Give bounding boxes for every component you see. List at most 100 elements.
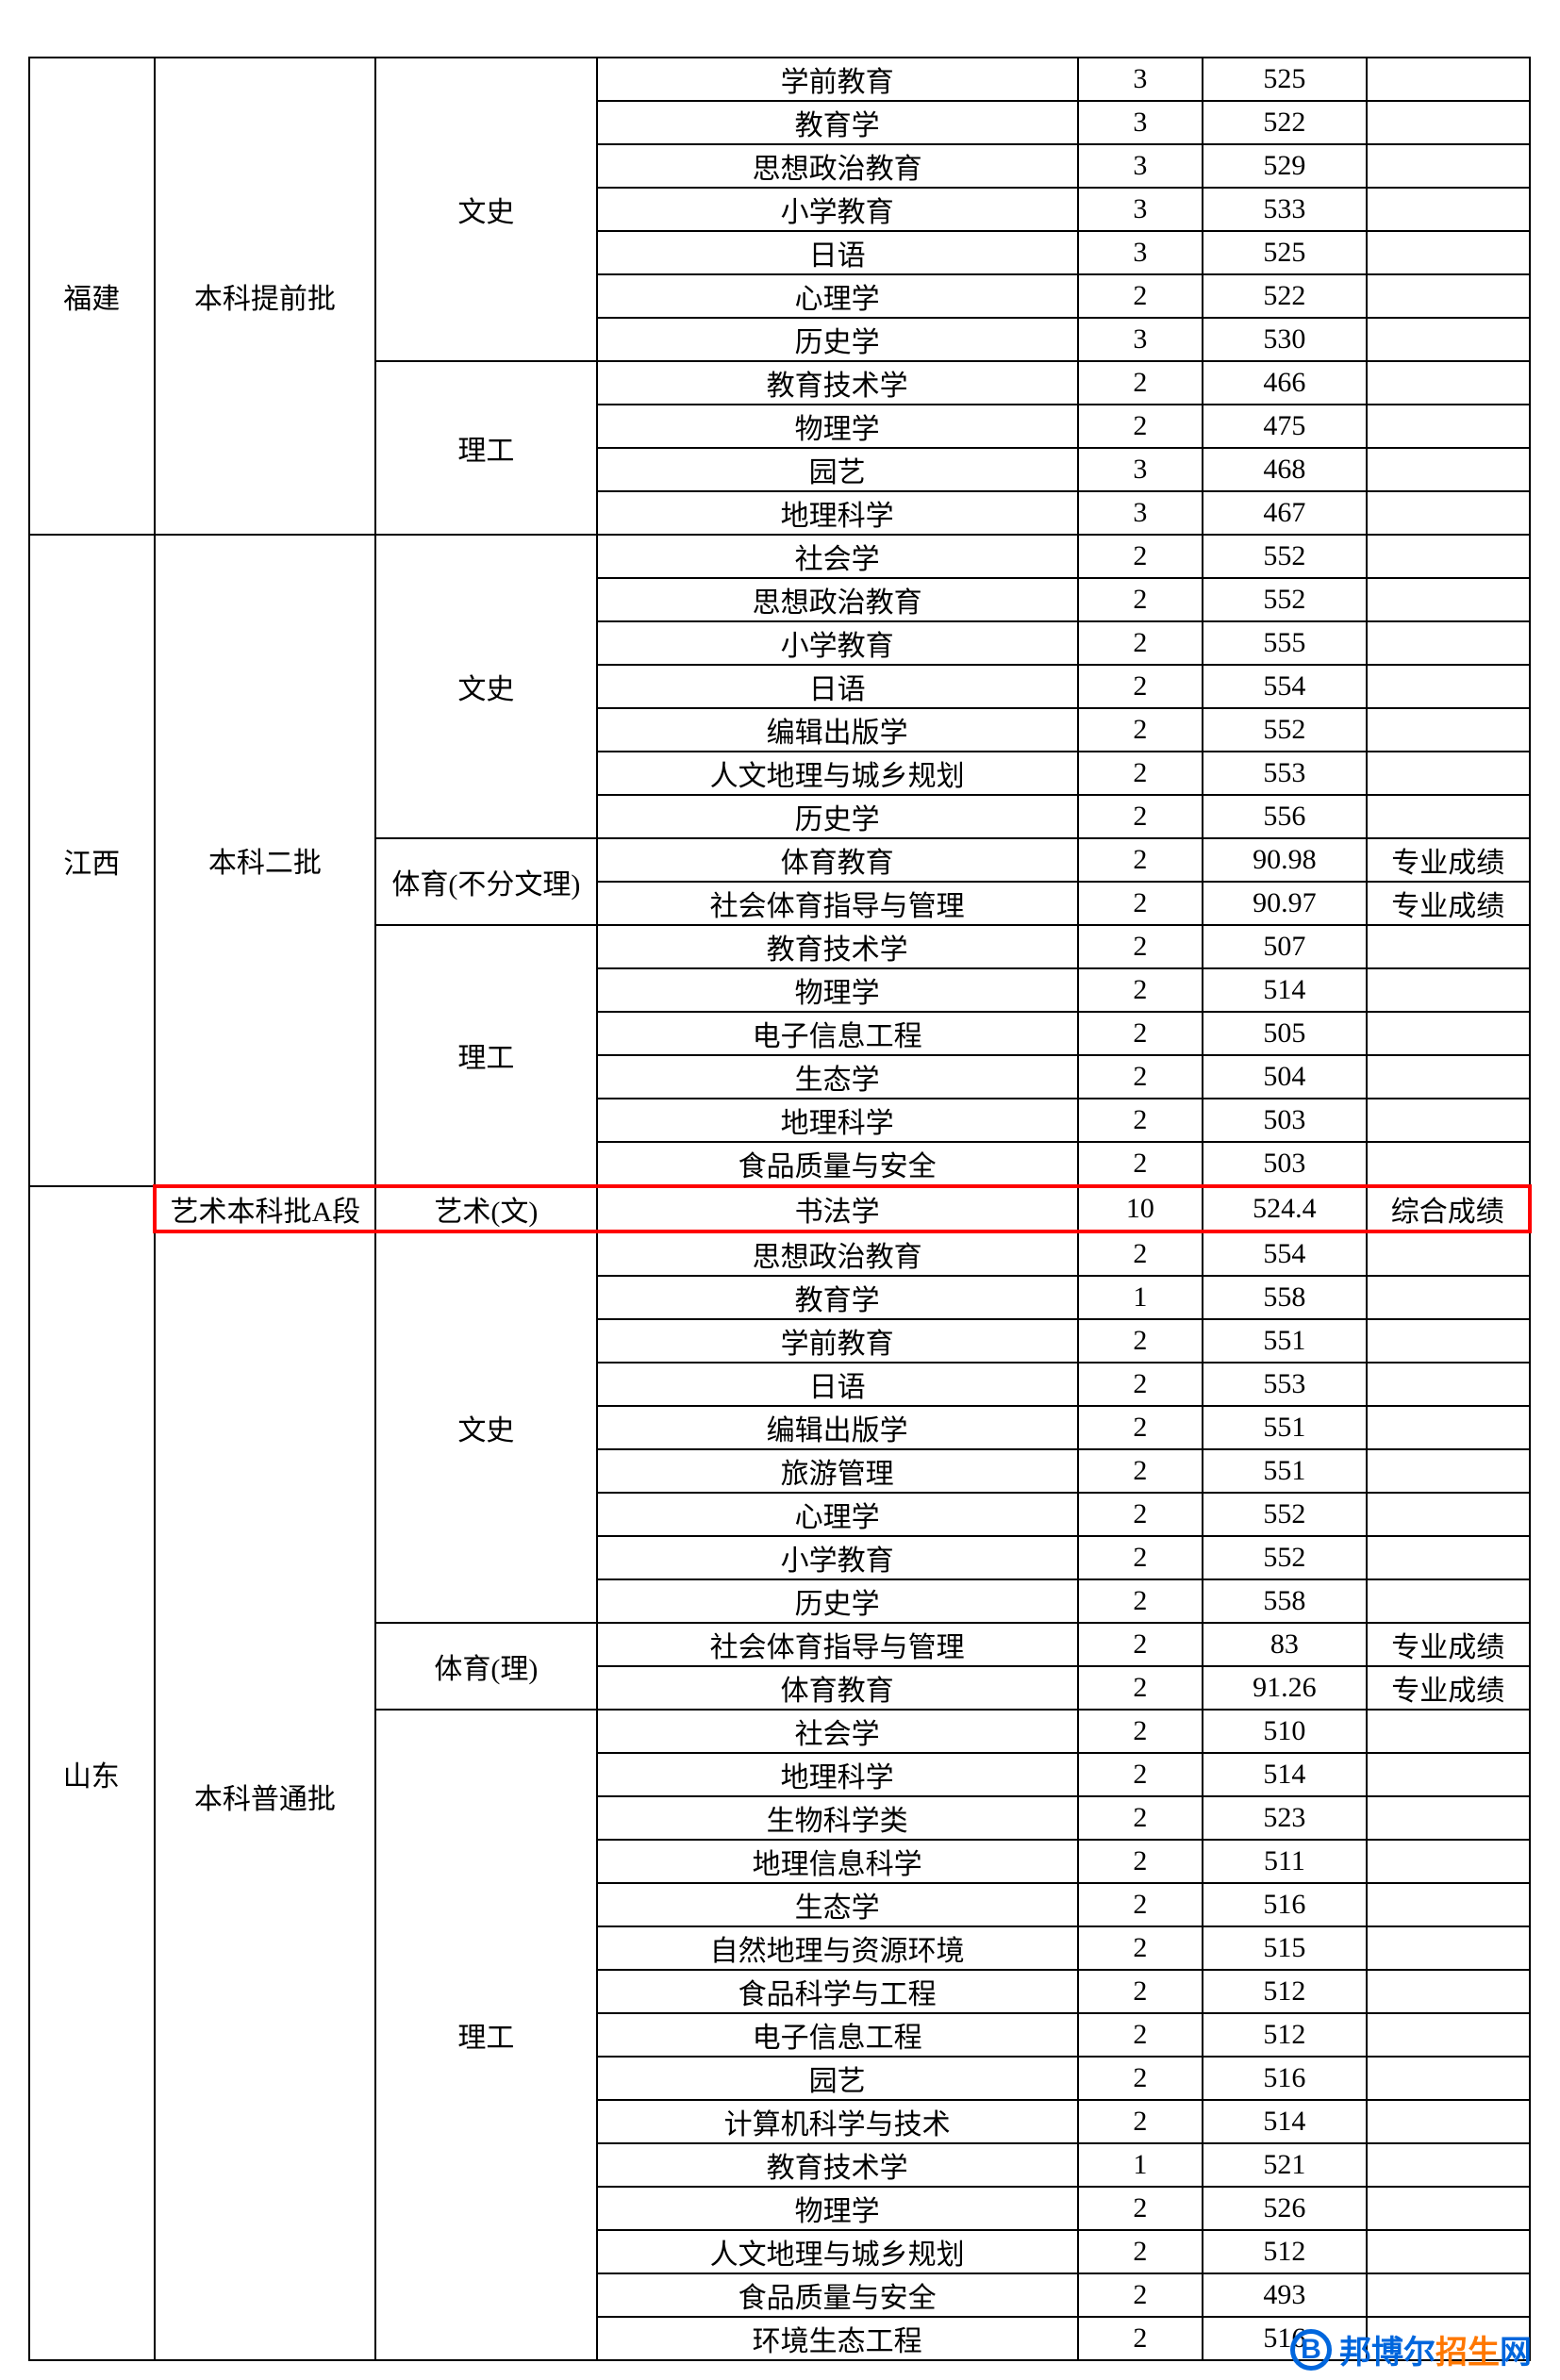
table-cell: [1367, 2230, 1530, 2273]
table-cell: [1367, 188, 1530, 231]
table-cell: [1367, 1970, 1530, 2013]
table-cell: 社会体育指导与管理: [597, 882, 1078, 925]
watermark-accent: 招生: [1436, 2335, 1500, 2371]
table-cell: 466: [1203, 361, 1366, 405]
table-cell: 心理学: [597, 274, 1078, 318]
table-cell: 512: [1203, 1970, 1366, 2013]
table-cell: 园艺: [597, 2057, 1078, 2100]
table-cell: 468: [1203, 448, 1366, 491]
table-cell: 心理学: [597, 1493, 1078, 1536]
table-cell: 558: [1203, 1276, 1366, 1319]
table-cell: 人文地理与城乡规划: [597, 2230, 1078, 2273]
table-row: 本科普通批文史思想政治教育2554: [29, 1231, 1530, 1276]
table-cell: [1367, 491, 1530, 535]
table-cell: 510: [1203, 1710, 1366, 1753]
table-cell: 教育技术学: [597, 2143, 1078, 2187]
table-cell: 554: [1203, 1231, 1366, 1276]
table-cell: 552: [1203, 1493, 1366, 1536]
table-cell: [1367, 2100, 1530, 2143]
table-cell: [1367, 1493, 1530, 1536]
table-cell: 516: [1203, 2057, 1366, 2100]
table-cell: 2: [1078, 2013, 1203, 2057]
table-cell: [1367, 1406, 1530, 1449]
table-cell: 552: [1203, 708, 1366, 752]
table-cell: 3: [1078, 144, 1203, 188]
table-cell: [1367, 578, 1530, 621]
table-cell: 本科普通批: [155, 1231, 376, 2360]
table-cell: [1367, 1099, 1530, 1142]
table-cell: 556: [1203, 795, 1366, 838]
table-cell: 3: [1078, 58, 1203, 101]
table-cell: 2: [1078, 2057, 1203, 2100]
table-cell: 1: [1078, 1276, 1203, 1319]
table-cell: 3: [1078, 188, 1203, 231]
table-cell: 551: [1203, 1449, 1366, 1493]
table-cell: 文史: [375, 58, 597, 361]
table-cell: 551: [1203, 1319, 1366, 1363]
table-cell: [1367, 2143, 1530, 2187]
table-cell: 编辑出版学: [597, 1406, 1078, 1449]
table-cell: 专业成绩: [1367, 1666, 1530, 1710]
table-cell: [1367, 1449, 1530, 1493]
table-cell: 地理科学: [597, 1099, 1078, 1142]
table-cell: 2: [1078, 1623, 1203, 1666]
table-cell: 2: [1078, 925, 1203, 968]
table-cell: 小学教育: [597, 1536, 1078, 1579]
table-cell: 525: [1203, 231, 1366, 274]
table-cell: [1367, 405, 1530, 448]
table-cell: 2: [1078, 1796, 1203, 1840]
table-cell: 地理科学: [597, 1753, 1078, 1796]
table-cell: 2: [1078, 882, 1203, 925]
table-cell: 514: [1203, 968, 1366, 1012]
table-cell: [1367, 535, 1530, 578]
table-cell: [1367, 361, 1530, 405]
table-cell: 历史学: [597, 318, 1078, 361]
table-cell: 2: [1078, 621, 1203, 665]
table-cell: 514: [1203, 1753, 1366, 1796]
table-cell: 2: [1078, 2230, 1203, 2273]
table-cell: 历史学: [597, 795, 1078, 838]
table-cell: 503: [1203, 1142, 1366, 1186]
table-cell: 食品科学与工程: [597, 1970, 1078, 2013]
table-cell: [1367, 1536, 1530, 1579]
table-cell: 2: [1078, 1666, 1203, 1710]
table-cell: 2: [1078, 2317, 1203, 2360]
table-cell: 生物科学类: [597, 1796, 1078, 1840]
table-cell: 83: [1203, 1623, 1366, 1666]
table-cell: 2: [1078, 1099, 1203, 1142]
table-cell: [1367, 274, 1530, 318]
table-cell: [1367, 318, 1530, 361]
table-cell: 专业成绩: [1367, 882, 1530, 925]
table-cell: [1367, 1363, 1530, 1406]
table-cell: 2: [1078, 2273, 1203, 2317]
table-cell: 90.98: [1203, 838, 1366, 882]
table-cell: [1367, 2273, 1530, 2317]
table-cell: 3: [1078, 318, 1203, 361]
table-cell: [1367, 58, 1530, 101]
table-cell: 2: [1078, 535, 1203, 578]
table-cell: [1367, 621, 1530, 665]
table-cell: 2: [1078, 1319, 1203, 1363]
table-cell: 2: [1078, 665, 1203, 708]
table-cell: 小学教育: [597, 621, 1078, 665]
table-cell: 2: [1078, 1710, 1203, 1753]
table-cell: 自然地理与资源环境: [597, 1926, 1078, 1970]
table-cell: [1367, 448, 1530, 491]
table-cell: 1: [1078, 2143, 1203, 2187]
table-row: 福建本科提前批文史学前教育3525: [29, 58, 1530, 101]
table-cell: [1367, 1883, 1530, 1926]
table-cell: 3: [1078, 231, 1203, 274]
table-cell: 505: [1203, 1012, 1366, 1055]
table-cell: 计算机科学与技术: [597, 2100, 1078, 2143]
table-cell: 社会体育指导与管理: [597, 1623, 1078, 1666]
table-cell: 523: [1203, 1796, 1366, 1840]
table-cell: 教育学: [597, 1276, 1078, 1319]
table-cell: 人文地理与城乡规划: [597, 752, 1078, 795]
table-cell: [1367, 752, 1530, 795]
table-cell: 558: [1203, 1579, 1366, 1623]
table-cell: 思想政治教育: [597, 1231, 1078, 1276]
table-cell: [1367, 231, 1530, 274]
table-cell: 2: [1078, 1363, 1203, 1406]
table-cell: 2: [1078, 708, 1203, 752]
table-cell: [1367, 1579, 1530, 1623]
